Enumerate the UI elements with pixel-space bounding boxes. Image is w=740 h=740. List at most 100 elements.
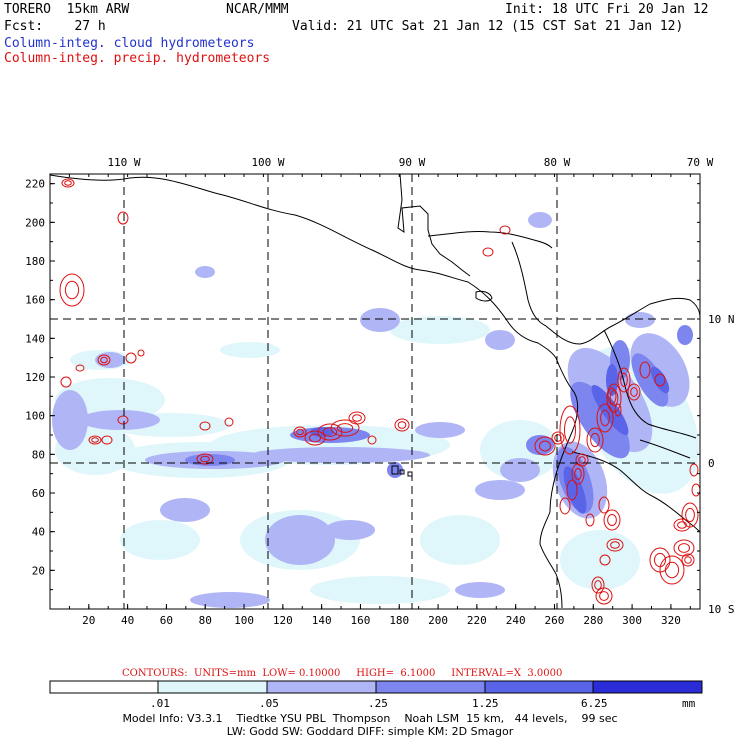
precip-contour-inner [352, 414, 362, 422]
precip-contour-inner [677, 521, 687, 529]
precip-contour-ring [681, 553, 695, 567]
precip-contour-ring [196, 453, 214, 465]
hydrometeor-area [677, 325, 693, 345]
x-tick-label: 260 [545, 614, 565, 627]
model-info-line2: LW: Godd SW: Goddard DIFF: simple KM: 2D… [226, 725, 514, 738]
hydrometeor-area [500, 458, 540, 482]
hydrometeor-area [415, 422, 465, 438]
precip-contour-inner [554, 434, 562, 442]
x-tick-label: 100 [234, 614, 254, 627]
precip-contour-ring [571, 463, 585, 485]
precip-contour-ring [654, 373, 666, 387]
precip-contour-ring [659, 555, 685, 585]
precip-contour-ring [394, 418, 410, 432]
precip-contour-ring [639, 361, 651, 379]
precip-contours [59, 178, 700, 605]
precip-contour-inner [574, 468, 582, 480]
precip-contour-ring [559, 497, 571, 515]
organization-label: NCAR/MMM [226, 2, 289, 17]
hydrometeor-area [265, 515, 335, 565]
precip-contour-inner [91, 437, 99, 443]
precip-contour-inner [578, 456, 586, 464]
precip-contour-ring [367, 435, 377, 445]
precip-contour-ring [117, 211, 129, 225]
precip-contour-ring [606, 538, 624, 552]
x-tick-label: 280 [583, 614, 603, 627]
y-tick-label: 140 [25, 332, 45, 345]
ecuador-border [571, 451, 653, 497]
y-tick-label: 80 [32, 448, 45, 461]
lon-label: 80 W [544, 156, 571, 169]
precip-contour-ring [599, 554, 611, 566]
precip-contour-ring [566, 479, 578, 501]
precip-contour-ring [224, 417, 234, 427]
colorbar-bin-5 [592, 680, 703, 694]
y-tick-label: 100 [25, 410, 45, 423]
colorbar [49, 680, 703, 694]
x-tick-label: 220 [467, 614, 487, 627]
colorbar-level-3: .25 [368, 697, 388, 710]
precip-contour-inner [309, 433, 321, 443]
cloud-hydrometeor-shading [52, 212, 699, 608]
precip-contour-ring [293, 426, 307, 438]
colorbar-bin-0 [49, 680, 159, 694]
axis-ticks: 220 200 180 160 140 120 100 80 60 40 20 20 40 60 80 100… [25, 156, 734, 627]
hydrometeor-area [190, 592, 270, 608]
hydrometeor-area [528, 212, 552, 228]
colombia-coast [549, 357, 579, 513]
precip-contour-inner [599, 591, 609, 601]
precip-contour-inner [539, 440, 551, 452]
precip-contour-ring [199, 421, 211, 431]
x-tick-label: 320 [661, 614, 681, 627]
precip-contour-inner [630, 387, 638, 397]
x-tick-label: 20 [82, 614, 95, 627]
precip-contour-inner [322, 427, 338, 437]
y-tick-label: 120 [25, 371, 45, 384]
hydrometeor-area [387, 462, 403, 478]
precip-contour-ring [137, 349, 145, 357]
hydrometeor-area [310, 576, 450, 604]
precip-contour-inner [594, 580, 602, 590]
precip-contour-ring [330, 419, 360, 437]
precip-contour-ring [586, 427, 604, 453]
cloud-legend-label: Column-integ. cloud hydrometeors [4, 36, 255, 51]
precip-contour-ring [689, 463, 699, 477]
precip-contour-ring [97, 354, 111, 366]
precip-contour-ring [691, 483, 700, 497]
hydrometeor-area [625, 312, 655, 328]
yucatan-outline [397, 174, 471, 277]
hydrometeor-area [52, 390, 88, 450]
y-tick-label: 160 [25, 294, 45, 307]
precip-contour-inner [685, 507, 695, 523]
precip-contour-inner [610, 541, 620, 549]
central-america-caribbean [511, 241, 547, 327]
plot-frame [49, 173, 701, 610]
colorbar-unit: mm [682, 697, 696, 710]
hydrometeor-area [220, 342, 280, 358]
colorbar-level-4: 1.25 [472, 697, 499, 710]
peru-border [651, 495, 700, 533]
hydrometeor-area [160, 498, 210, 522]
hydrometeor-area [650, 366, 670, 394]
precip-contour-ring [75, 364, 85, 372]
precip-contour-ring [559, 405, 581, 455]
precip-contour-ring [534, 436, 556, 456]
contour-info: CONTOURS: UNITS=mm LOW= 0.10000 HIGH= 6.… [122, 668, 563, 679]
mexico-coastline [50, 174, 557, 359]
precip-contour-inner [620, 372, 628, 388]
precip-contour-ring [60, 376, 72, 388]
precip-contour-ring [482, 247, 494, 257]
venezuela-coast [649, 297, 700, 319]
precip-contour-ring [59, 273, 85, 307]
valid-time: Valid: 21 UTC Sat 21 Jan 12 (15 CST Sat … [292, 19, 684, 34]
lon-label: 100 W [251, 156, 284, 169]
precip-contour-ring [551, 431, 565, 445]
hydrometeor-area [570, 381, 630, 459]
precip-contour-inner [296, 428, 304, 436]
lat-label: 10 S [708, 603, 735, 616]
y-tick-label: 220 [25, 178, 45, 191]
hydrometeor-area [310, 427, 334, 437]
precip-contour-ring [603, 509, 621, 531]
precip-contour-ring [606, 383, 622, 413]
forecast-hour: Fcst: 27 h [4, 19, 106, 34]
